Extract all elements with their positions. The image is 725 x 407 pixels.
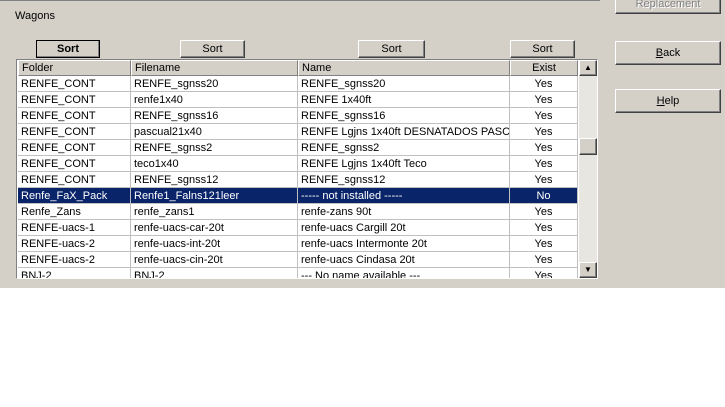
table-cell[interactable]: RENFE_sgnss20 [298, 76, 510, 92]
table-cell[interactable]: RENFE_CONT [18, 92, 131, 108]
column-header[interactable]: Name [298, 60, 510, 76]
table-cell[interactable]: RENFE_sgnss16 [131, 108, 298, 124]
table-cell[interactable]: Yes [510, 108, 578, 124]
table-cell[interactable]: Yes [510, 268, 578, 278]
scroll-thumb[interactable] [579, 138, 597, 155]
table-cell[interactable]: Yes [510, 252, 578, 268]
scroll-down[interactable]: ▼ [579, 262, 597, 278]
wagon-table[interactable]: Folder Filename Name Exist RENFE_CONT RENFE_s… [16, 59, 598, 279]
table-cell[interactable]: No [510, 188, 578, 204]
help-button[interactable]: Help [615, 89, 721, 113]
table-cell[interactable]: RENFE_sgnss2 [131, 140, 298, 156]
help-label: Help [656, 95, 680, 107]
table-cell[interactable]: RENFE_sgnss20 [131, 76, 298, 92]
back-label: Back [655, 47, 681, 59]
column-header[interactable]: Exist [510, 60, 578, 76]
table-cell[interactable]: Yes [510, 236, 578, 252]
table-cell[interactable]: RENFE-uacs-2 [18, 236, 131, 252]
column-header[interactable]: Filename [131, 60, 298, 76]
table-cell[interactable]: Renfe1_Falns121leer [131, 188, 298, 204]
table-cell[interactable]: RENFE 1x40ft [298, 92, 510, 108]
sort-button[interactable]: Sort [36, 40, 100, 58]
dialog: Wagons Replacement Back Help Folder Filen… [0, 0, 725, 288]
table-cell[interactable]: RENFE_sgnss12 [298, 172, 510, 188]
table-cell[interactable]: pascual21x40 [131, 124, 298, 140]
table-cell[interactable]: RENFE_CONT [18, 156, 131, 172]
table-cell[interactable]: Yes [510, 92, 578, 108]
table-cell[interactable]: renfe-uacs Cargill 20t [298, 220, 510, 236]
replacement-button[interactable]: Replacement [615, 0, 721, 14]
table-cell[interactable]: Yes [510, 220, 578, 236]
table-cell[interactable]: renfe1x40 [131, 92, 298, 108]
table-cell[interactable]: renfe-zans 90t [298, 204, 510, 220]
table-cell[interactable]: Yes [510, 204, 578, 220]
scrollbar[interactable]: ▲ ▼ [579, 60, 597, 278]
table-cell[interactable]: ----- not installed ----- [298, 188, 510, 204]
table-cell[interactable]: Renfe_FaX_Pack [18, 188, 131, 204]
table-cell[interactable]: RENFE_CONT [18, 172, 131, 188]
table-cell[interactable]: teco1x40 [131, 156, 298, 172]
table-cell[interactable]: renfe-uacs-int-20t [131, 236, 298, 252]
table-cell[interactable]: RENFE_sgnss16 [298, 108, 510, 124]
table-cell[interactable]: RENFE-uacs-2 [18, 252, 131, 268]
table-cell[interactable]: renfe_zans1 [131, 204, 298, 220]
table-cell[interactable]: renfe-uacs-car-20t [131, 220, 298, 236]
table-cell[interactable]: RENFE_sgnss2 [298, 140, 510, 156]
sort-button[interactable]: Sort [510, 40, 575, 58]
table-cell[interactable]: RENFE_CONT [18, 108, 131, 124]
table-cell[interactable]: renfe-uacs-cin-20t [131, 252, 298, 268]
table-cell[interactable]: Yes [510, 156, 578, 172]
table-cell[interactable]: renfe-uacs Cindasa 20t [298, 252, 510, 268]
table-cell[interactable]: RENFE_CONT [18, 76, 131, 92]
sort-button[interactable]: Sort [358, 40, 425, 58]
table-cell[interactable]: Yes [510, 172, 578, 188]
table-cell[interactable]: BNJ-2 [131, 268, 298, 278]
scroll-up[interactable]: ▲ [579, 60, 597, 76]
table-cell[interactable]: RENFE_sgnss12 [131, 172, 298, 188]
group-label: Wagons [15, 10, 55, 22]
table-cell[interactable]: RENFE Lgjns 1x40ft DESNATADOS PASCU [298, 124, 510, 140]
table-cell[interactable]: --- No name available --- [298, 268, 510, 278]
table-cell[interactable]: Yes [510, 76, 578, 92]
group-edge [0, 0, 600, 1]
back-button[interactable]: Back [615, 41, 721, 65]
table-cell[interactable]: RENFE Lgjns 1x40ft Teco [298, 156, 510, 172]
table-cell[interactable]: RENFE_CONT [18, 124, 131, 140]
sort-button[interactable]: Sort [180, 40, 245, 58]
table-cell[interactable]: RENFE_CONT [18, 140, 131, 156]
table-cell[interactable]: Yes [510, 140, 578, 156]
table-cell[interactable]: RENFE-uacs-1 [18, 220, 131, 236]
table-cell[interactable]: Yes [510, 124, 578, 140]
column-header[interactable]: Folder [18, 60, 131, 76]
table-cell[interactable]: renfe-uacs Intermonte 20t [298, 236, 510, 252]
table-cell[interactable]: Renfe_Zans [18, 204, 131, 220]
table-cell[interactable]: BNJ-2 [18, 268, 131, 278]
